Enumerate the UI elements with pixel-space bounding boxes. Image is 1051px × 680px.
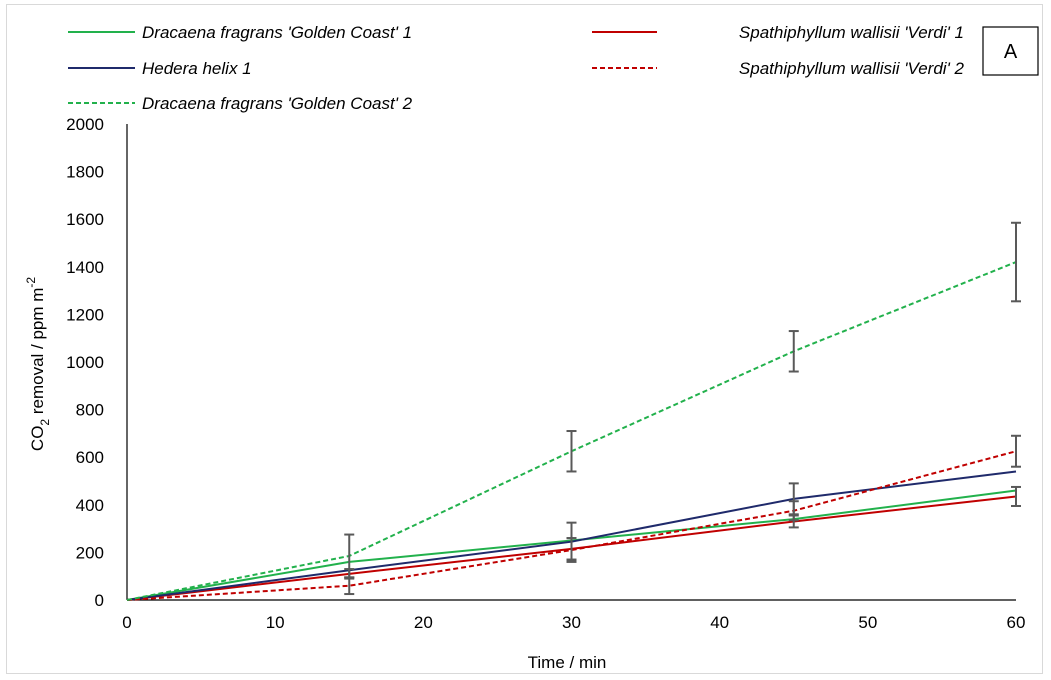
- x-tick-label: 10: [266, 613, 285, 632]
- legend-entry: Dracaena fragrans 'Golden Coast' 2: [68, 94, 413, 113]
- series-line: [126, 450, 1017, 601]
- legend-label: Dracaena fragrans 'Golden Coast' 2: [142, 94, 413, 113]
- legend-label: Spathiphyllum wallisii 'Verdi' 1: [739, 23, 964, 42]
- legend-label: Hedera helix 1: [142, 59, 252, 78]
- y-axis-title-middle: removal / ppm m: [28, 288, 47, 419]
- x-tick-label: 30: [562, 613, 581, 632]
- error-bar: [566, 537, 577, 563]
- y-axis-title-co: CO: [28, 426, 47, 452]
- y-tick-label: 200: [76, 543, 104, 562]
- error-bar: [1011, 221, 1021, 303]
- error-bar: [788, 500, 799, 522]
- y-tick-label: 1200: [66, 305, 104, 324]
- legend-entry: Spathiphyllum wallisii 'Verdi' 2: [592, 59, 965, 78]
- y-tick-label: 400: [76, 496, 104, 515]
- x-tick-label: 40: [710, 613, 729, 632]
- y-tick-label: 800: [76, 401, 104, 420]
- y-tick-label: 2000: [66, 115, 104, 134]
- axes: 0 200 400 600 800 1000 1200 1400 1600 1800 2000 0 10…: [66, 115, 1025, 632]
- legend-entry: Hedera helix 1: [68, 59, 252, 78]
- chart-frame: [6, 4, 1043, 674]
- legend-label: Dracaena fragrans 'Golden Coast' 1: [142, 23, 412, 42]
- y-tick-label: 600: [76, 448, 104, 467]
- legend: Dracaena fragrans 'Golden Coast' 1 Spathi…: [68, 23, 965, 113]
- y-tick-label: 1400: [66, 258, 104, 277]
- error-bar: [1011, 434, 1021, 468]
- y-axis-title-superscript: -2: [24, 277, 38, 288]
- error-bar: [788, 330, 799, 373]
- y-tick-label: 1800: [66, 163, 104, 182]
- y-tick-label: 1600: [66, 210, 104, 229]
- y-axis-title-subscript: 2: [38, 419, 52, 426]
- legend-label: Spathiphyllum wallisii 'Verdi' 2: [739, 59, 965, 78]
- x-tick-label: 50: [858, 613, 877, 632]
- x-tick-label: 60: [1007, 613, 1026, 632]
- x-axis-title: Time / min: [528, 653, 607, 672]
- panel-label: A: [1004, 41, 1018, 63]
- y-tick-label: 0: [95, 591, 104, 610]
- y-tick-label: 1000: [66, 353, 104, 372]
- legend-entry: Spathiphyllum wallisii 'Verdi' 1: [592, 23, 964, 42]
- x-tick-label: 20: [414, 613, 433, 632]
- plot-area: [126, 221, 1021, 601]
- error-bar: [1011, 485, 1021, 507]
- y-axis-title: CO2 removal / ppm m-2: [24, 277, 52, 451]
- error-bar: [344, 533, 355, 579]
- legend-entry: Dracaena fragrans 'Golden Coast' 1: [68, 23, 412, 42]
- panel-label-box: [982, 26, 1039, 76]
- error-bar: [566, 430, 577, 473]
- x-tick-label: 0: [122, 613, 131, 632]
